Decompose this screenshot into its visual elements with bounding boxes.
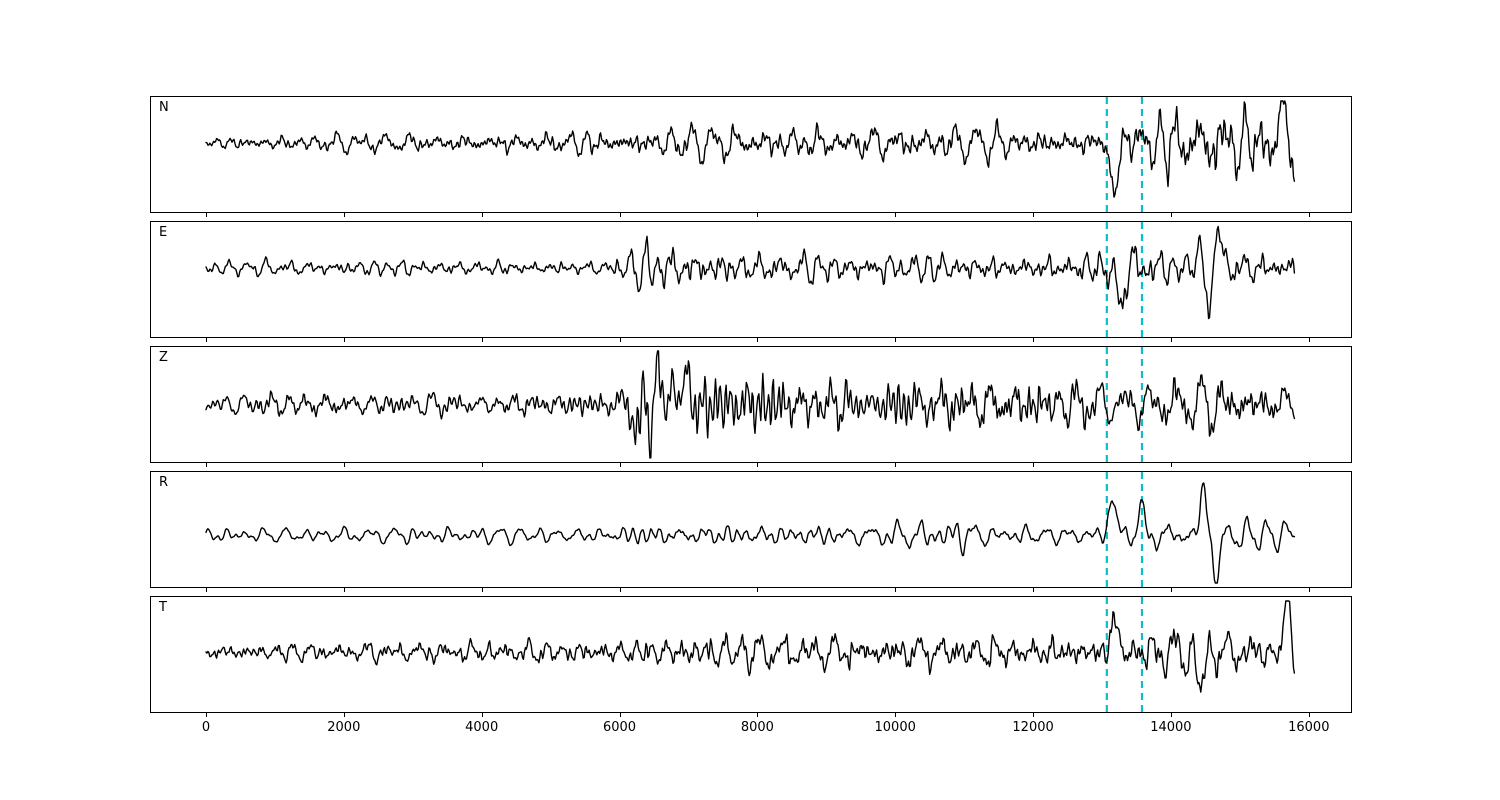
x-tick: [206, 338, 207, 342]
x-tick: [1308, 713, 1310, 717]
x-tick: [619, 338, 621, 342]
x-tick: [1033, 588, 1035, 592]
x-tick: [481, 338, 483, 342]
waveform-trace: [205, 225, 1296, 320]
x-tick: [757, 713, 759, 717]
x-tick: [1033, 213, 1035, 217]
x-tick: [481, 588, 483, 592]
panel-label: T: [159, 600, 167, 615]
panel-R: R: [150, 471, 1352, 588]
panel-N: N: [150, 96, 1352, 213]
x-tick: [343, 463, 345, 467]
panel-label: E: [159, 225, 168, 240]
x-tick: [206, 463, 207, 467]
x-tick: [895, 588, 897, 592]
x-tick: [895, 713, 897, 717]
panel-label: Z: [159, 350, 168, 365]
x-tick-label: 10000: [874, 720, 916, 735]
waveform-trace: [205, 600, 1296, 693]
x-tick: [343, 213, 345, 217]
x-tick-label: 0: [201, 720, 211, 735]
x-tick: [1308, 338, 1310, 342]
x-tick: [895, 463, 897, 467]
waveform-trace: [205, 100, 1296, 198]
x-tick: [619, 463, 621, 467]
x-tick: [206, 588, 207, 592]
x-tick-label: 4000: [465, 720, 499, 735]
x-tick: [1033, 463, 1035, 467]
x-tick: [481, 213, 483, 217]
x-tick: [1170, 713, 1172, 717]
x-tick: [757, 588, 759, 592]
x-tick: [343, 338, 345, 342]
x-tick-label: 2000: [327, 720, 361, 735]
panel-plot-area: [205, 347, 1296, 462]
x-tick: [619, 713, 621, 717]
x-tick: [619, 213, 621, 217]
x-tick: [1170, 338, 1172, 342]
x-tick: [619, 588, 621, 592]
panel-Z: Z: [150, 346, 1352, 463]
x-tick-label: 6000: [602, 720, 637, 735]
x-tick-label: 14000: [1150, 720, 1192, 735]
x-tick: [1170, 463, 1172, 467]
x-tick-label: 16000: [1288, 720, 1330, 735]
x-tick: [206, 213, 207, 217]
x-tick: [481, 713, 483, 717]
panel-plot-area: [205, 222, 1296, 337]
panel-plot-area: [205, 97, 1296, 212]
x-tick: [481, 463, 483, 467]
panel-T: T: [150, 596, 1352, 713]
x-tick: [1033, 713, 1035, 717]
x-tick: [1308, 213, 1310, 217]
waveform-trace: [205, 482, 1296, 584]
x-tick: [1308, 588, 1310, 592]
panel-plot-area: [205, 597, 1296, 712]
x-tick: [757, 338, 759, 342]
x-tick: [1170, 213, 1172, 217]
panel-plot-area: [205, 472, 1296, 587]
x-tick: [757, 463, 759, 467]
waveform-trace: [205, 350, 1296, 459]
x-tick-label: 12000: [1012, 720, 1054, 735]
panel-E: E: [150, 221, 1352, 338]
x-tick: [206, 713, 207, 717]
x-tick: [343, 588, 345, 592]
x-tick: [895, 338, 897, 342]
x-tick: [1308, 463, 1310, 467]
x-tick: [757, 213, 759, 217]
x-tick: [895, 213, 897, 217]
x-tick: [1170, 588, 1172, 592]
x-tick-label: 8000: [740, 720, 774, 735]
panel-label: R: [159, 475, 169, 490]
x-tick: [1033, 338, 1035, 342]
x-tick: [343, 713, 345, 717]
panel-label: N: [159, 100, 169, 115]
